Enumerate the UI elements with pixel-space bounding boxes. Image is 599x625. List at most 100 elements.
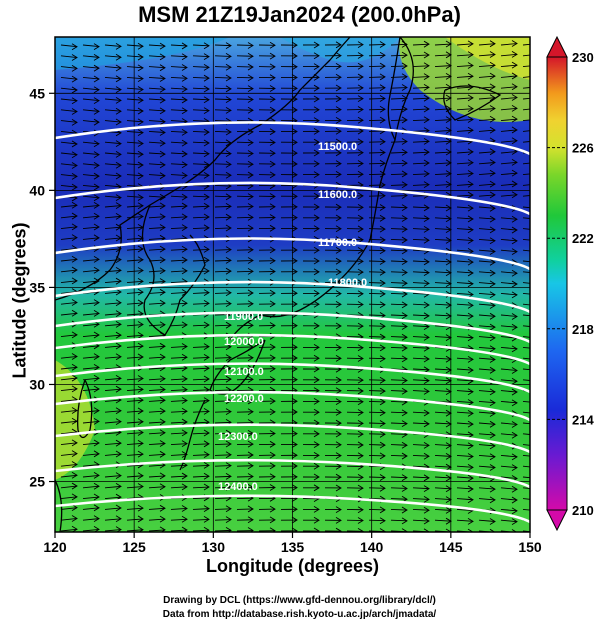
wind-arrow — [368, 420, 386, 427]
wind-arrow — [302, 138, 320, 146]
wind-arrow — [236, 106, 254, 114]
wind-arrow — [346, 322, 364, 330]
wind-arrow — [258, 430, 276, 437]
wind-arrow — [82, 97, 100, 104]
wind-arrow — [148, 118, 166, 126]
wind-arrow — [60, 162, 78, 169]
wind-arrow — [82, 118, 100, 126]
wind-arrow — [500, 226, 518, 234]
wind-arrow — [280, 505, 298, 513]
wind-arrow — [478, 269, 496, 277]
wind-arrow — [456, 40, 474, 48]
wind-arrow — [302, 246, 320, 254]
wind-arrow — [500, 464, 518, 472]
wind-arrow — [258, 268, 276, 275]
wind-arrow — [456, 280, 474, 288]
wind-arrow — [214, 300, 232, 307]
wind-arrow — [126, 129, 144, 137]
wind-arrow — [302, 257, 320, 265]
wind-arrow — [192, 505, 210, 513]
wind-arrow — [170, 429, 188, 437]
wind-arrow — [522, 379, 530, 381]
wind-arrow — [258, 365, 276, 373]
wind-arrow — [192, 397, 210, 405]
wind-arrow — [104, 472, 122, 479]
wind-arrow — [236, 473, 254, 480]
contour-line — [55, 333, 530, 366]
wind-arrow — [192, 139, 210, 147]
wind-arrow — [302, 354, 320, 362]
wind-arrow — [258, 193, 276, 200]
wind-arrow — [368, 149, 386, 156]
wind-arrow — [126, 42, 144, 50]
wind-arrow — [324, 203, 342, 211]
wind-arrow — [522, 357, 530, 360]
contour-label: 12100.0 — [224, 366, 264, 378]
wind-arrow — [126, 277, 144, 285]
wind-arrow — [192, 321, 210, 329]
wind-arrow — [456, 388, 474, 396]
wind-arrow — [368, 95, 386, 102]
wind-arrow — [302, 398, 320, 405]
wind-arrow — [500, 453, 518, 461]
wind-arrow — [478, 485, 496, 493]
wind-arrow — [478, 159, 496, 166]
wind-arrow — [368, 159, 386, 167]
wind-arrow — [478, 51, 496, 58]
wind-arrow — [456, 355, 474, 363]
wind-arrow — [104, 212, 122, 220]
wind-arrow — [126, 53, 144, 61]
contour-label: 11600.0 — [318, 189, 357, 201]
wind-arrow — [236, 171, 254, 179]
wind-arrow — [390, 517, 408, 525]
wind-arrow — [522, 184, 530, 186]
wind-arrow — [522, 108, 530, 111]
wind-arrow — [500, 421, 518, 428]
wind-arrow — [280, 246, 298, 254]
wind-arrow — [104, 107, 122, 115]
wind-arrow — [324, 63, 342, 70]
wind-arrow — [192, 128, 210, 136]
wind-arrow — [500, 50, 518, 58]
wind-arrow — [434, 127, 452, 134]
wind-arrow — [192, 440, 210, 448]
wind-arrow — [214, 354, 232, 361]
wind-arrow — [236, 527, 254, 532]
wind-arrow — [368, 430, 386, 438]
x-axis-label: Longitude (degrees) — [205, 556, 379, 576]
wind-arrow — [302, 117, 320, 124]
wind-arrow — [214, 440, 232, 448]
wind-arrow — [522, 411, 530, 414]
wind-arrow — [82, 43, 100, 50]
wind-arrow — [412, 334, 430, 341]
wind-arrow — [258, 106, 276, 114]
contour-line — [55, 494, 530, 524]
wind-arrow — [258, 451, 276, 459]
wind-arrow — [390, 323, 408, 330]
wind-arrow — [82, 407, 100, 415]
wind-arrow — [60, 299, 78, 306]
wind-arrow — [522, 271, 530, 273]
wind-arrow — [192, 171, 210, 179]
wind-arrow — [258, 63, 276, 71]
wind-arrow — [522, 454, 530, 457]
wind-arrow — [390, 409, 408, 417]
wind-arrow — [500, 83, 518, 91]
wind-arrow — [82, 472, 100, 479]
wind-arrow — [390, 159, 408, 167]
wind-arrow — [60, 140, 78, 148]
wind-arrow — [324, 354, 342, 362]
wind-arrow — [390, 94, 408, 102]
wind-arrow — [258, 300, 276, 308]
wind-arrow — [126, 75, 144, 83]
wind-arrow — [346, 236, 364, 244]
wind-arrow — [126, 140, 144, 147]
wind-arrow — [324, 138, 342, 146]
wind-arrow — [214, 526, 232, 532]
wind-arrow — [500, 180, 518, 188]
wind-arrow — [104, 353, 122, 361]
wind-arrow — [104, 161, 122, 169]
wind-arrow — [456, 247, 474, 255]
